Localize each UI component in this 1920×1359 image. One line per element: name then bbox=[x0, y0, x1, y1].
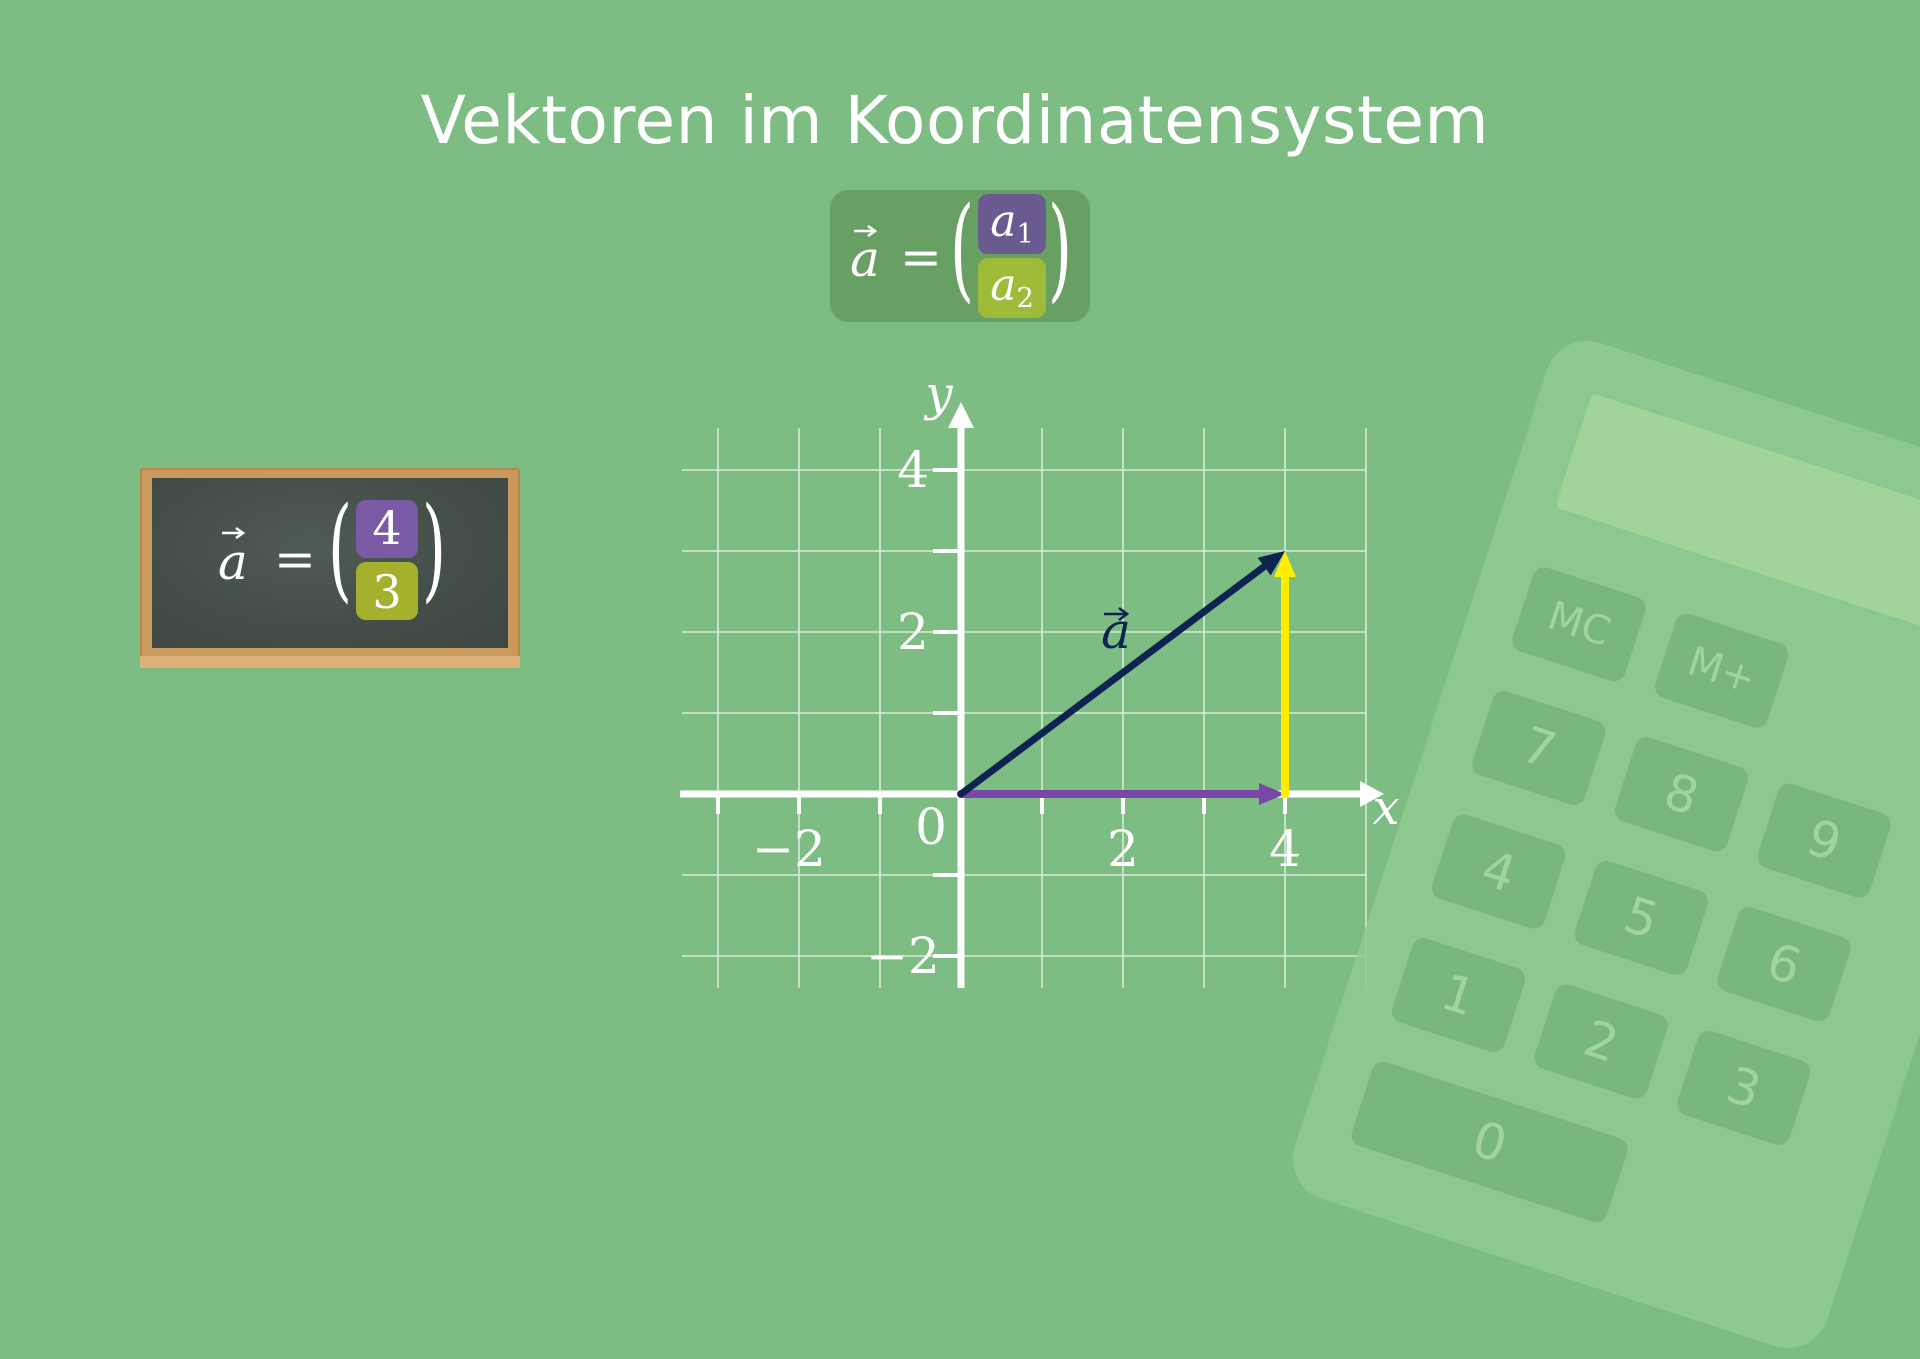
vector-a-arrow-head bbox=[1257, 551, 1285, 576]
grid bbox=[682, 428, 1367, 988]
calculator-key: 7 bbox=[1469, 687, 1609, 808]
example-left-parenthesis: ( bbox=[328, 484, 353, 614]
equals-sign: = bbox=[900, 228, 942, 286]
component-a2-var: a bbox=[990, 260, 1017, 311]
right-parenthesis: ) bbox=[1048, 184, 1073, 314]
chalkboard-surface: a = ( 4 3 ) bbox=[152, 478, 508, 648]
example-equals-sign: = bbox=[274, 530, 316, 588]
slide-title: Vektoren im Koordinatensystem bbox=[420, 82, 1490, 159]
coordinate-system: −2 2 4 4 2 −2 0 x y a bbox=[680, 366, 1400, 988]
x-tick-label: −2 bbox=[752, 820, 826, 878]
calculator-key: 2 bbox=[1531, 981, 1671, 1102]
calculator-key: 9 bbox=[1754, 780, 1894, 901]
example-x-component: 4 bbox=[356, 500, 418, 558]
left-parenthesis: ( bbox=[950, 184, 975, 314]
chalkboard-ledge bbox=[140, 656, 520, 668]
y-axis-arrowhead bbox=[948, 402, 974, 428]
axis-ticks bbox=[716, 468, 1287, 958]
chalkboard: a = ( 4 3 ) bbox=[140, 468, 520, 668]
calculator-key: 1 bbox=[1388, 935, 1529, 1056]
calculator-key: 8 bbox=[1611, 734, 1752, 855]
y-tick-label: 2 bbox=[897, 603, 929, 661]
example-right-parenthesis: ) bbox=[422, 484, 447, 614]
origin-label: 0 bbox=[915, 798, 947, 856]
x-component-arrow-head bbox=[1259, 783, 1285, 805]
component-a1-var: a bbox=[990, 196, 1017, 247]
vector-a-arrow-shaft bbox=[957, 563, 1268, 798]
calculator-key: 3 bbox=[1674, 1027, 1814, 1148]
calculator-key: M+ bbox=[1651, 610, 1792, 731]
y-tick-label: 4 bbox=[897, 441, 929, 499]
vector-name: a bbox=[850, 230, 880, 288]
vectors bbox=[957, 551, 1296, 805]
axis-labels: −2 2 4 4 2 −2 0 x y a bbox=[752, 366, 1399, 985]
component-a2: a2 bbox=[978, 258, 1046, 318]
y-axis-label: y bbox=[923, 366, 953, 422]
example-y-component: 3 bbox=[356, 562, 418, 620]
calculator-key: 5 bbox=[1571, 857, 1712, 978]
component-a1: a1 bbox=[978, 194, 1046, 254]
x-axis-label: x bbox=[1372, 780, 1399, 836]
calculator-key: 4 bbox=[1428, 811, 1569, 932]
component-a2-sub: 2 bbox=[1016, 282, 1034, 314]
calculator-key: 6 bbox=[1714, 904, 1854, 1025]
y-component-arrow-head bbox=[1274, 551, 1296, 577]
vector-a-label: a bbox=[1101, 602, 1131, 660]
axes bbox=[680, 402, 1384, 988]
vector-arrow-icon bbox=[854, 224, 878, 238]
component-a1-sub: 1 bbox=[1016, 218, 1034, 250]
general-vector-formula: a = ( a1 a2 ) bbox=[830, 184, 1090, 322]
x-axis-arrowhead bbox=[1360, 781, 1384, 807]
calculator-key: MC bbox=[1509, 564, 1649, 685]
y-tick-label: −2 bbox=[866, 927, 940, 985]
x-tick-label: 2 bbox=[1107, 820, 1139, 878]
x-tick-label: 4 bbox=[1269, 820, 1301, 878]
example-vector-name: a bbox=[218, 533, 248, 591]
example-vector-arrow-icon bbox=[222, 526, 246, 540]
vector-a-label-arrow-icon bbox=[1104, 606, 1130, 622]
